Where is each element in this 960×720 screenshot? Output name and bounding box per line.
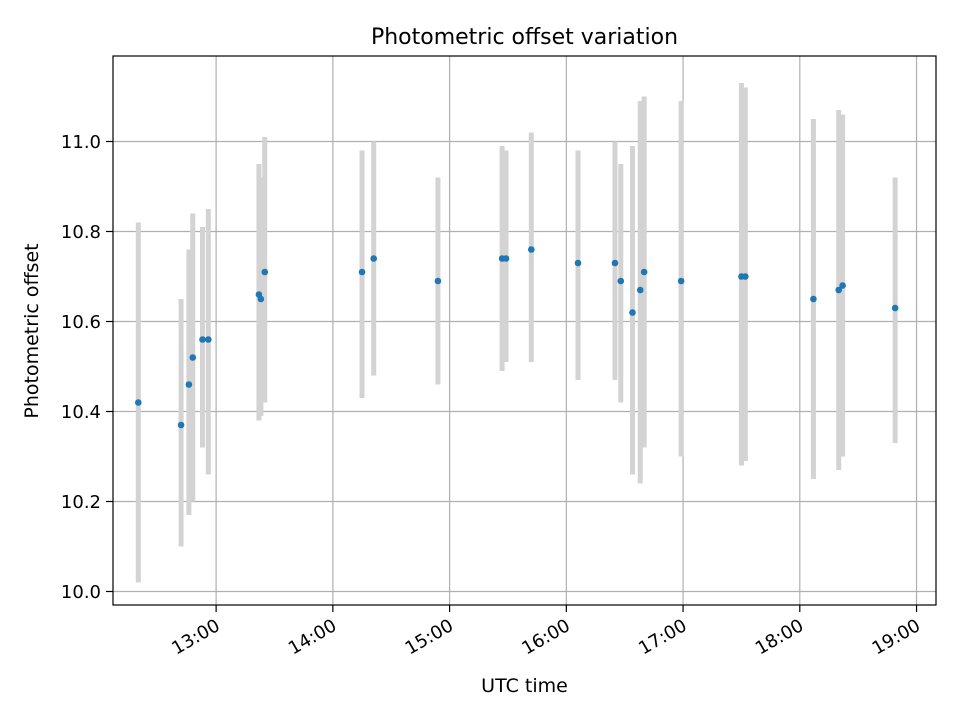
data-point bbox=[617, 277, 625, 285]
data-point bbox=[185, 381, 193, 388]
data-point bbox=[839, 282, 846, 289]
x-tick-label: 16:00 bbox=[518, 615, 573, 659]
y-tick-label: 10.2 bbox=[61, 492, 101, 513]
error-bars bbox=[135, 83, 898, 583]
data-point bbox=[611, 259, 619, 267]
data-point bbox=[358, 268, 366, 276]
y-tick-label: 10.6 bbox=[61, 312, 101, 333]
data-point bbox=[640, 268, 648, 276]
data-point bbox=[574, 259, 582, 267]
y-axis-label: Photometric offset bbox=[21, 243, 43, 418]
chart-title: Photometric offset variation bbox=[371, 25, 678, 50]
x-tick-label: 13:00 bbox=[168, 615, 223, 659]
data-point bbox=[370, 255, 378, 262]
data-point bbox=[891, 304, 899, 312]
data-point bbox=[810, 295, 817, 303]
x-tick-label: 15:00 bbox=[402, 615, 457, 659]
data-point bbox=[528, 246, 535, 253]
data-point bbox=[199, 336, 206, 343]
x-tick-label: 19:00 bbox=[869, 615, 924, 659]
y-axis-ticks: 10.0 10.2 10.4 10.6 10.8 11.0 bbox=[61, 132, 113, 603]
x-axis-label: UTC time bbox=[481, 675, 568, 697]
data-point bbox=[502, 255, 510, 262]
plot-area-frame bbox=[112, 55, 937, 606]
data-point bbox=[134, 399, 142, 406]
data-point bbox=[205, 336, 212, 343]
x-axis-ticks: 13:00 14:00 15:00 16:00 17:00 18:00 19:00 bbox=[168, 605, 924, 659]
data-points bbox=[134, 246, 899, 429]
x-tick-label: 18:00 bbox=[752, 615, 807, 659]
data-point bbox=[835, 286, 843, 294]
data-point bbox=[677, 277, 685, 285]
data-point bbox=[742, 273, 749, 280]
data-point bbox=[177, 421, 185, 429]
data-point bbox=[434, 277, 442, 285]
data-point bbox=[257, 295, 265, 303]
y-tick-label: 10.4 bbox=[61, 402, 101, 423]
data-point bbox=[261, 268, 269, 276]
data-point bbox=[636, 286, 644, 294]
y-tick-label: 10.8 bbox=[61, 222, 101, 243]
y-tick-label: 10.0 bbox=[61, 582, 101, 603]
y-tick-label: 11.0 bbox=[61, 132, 101, 153]
data-point bbox=[189, 354, 197, 361]
data-point bbox=[629, 309, 636, 316]
x-tick-label: 17:00 bbox=[635, 615, 690, 659]
x-tick-label: 14:00 bbox=[285, 615, 340, 659]
